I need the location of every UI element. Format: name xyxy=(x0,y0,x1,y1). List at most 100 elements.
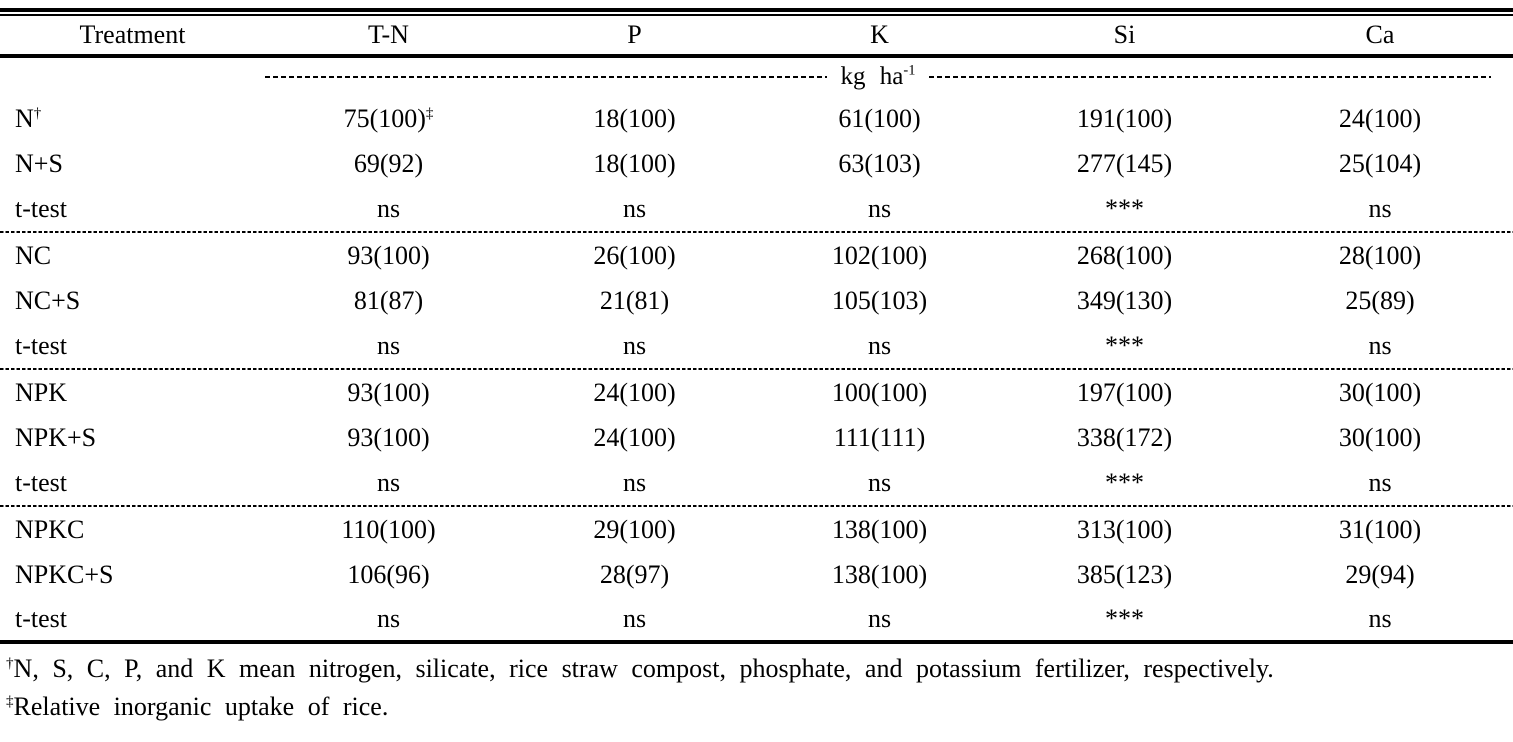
unit-dash-left xyxy=(265,76,827,78)
block-separator-row xyxy=(0,231,1513,233)
value-cell: ns xyxy=(622,193,647,223)
table-row: NC+S 81(87) 21(81) 105(103) 349(130) 25(89) xyxy=(0,278,1513,323)
value-cell: 30(100) xyxy=(1338,422,1422,452)
value-cell: 93(100) xyxy=(347,377,430,407)
value-cell: 18(100) xyxy=(593,103,676,133)
value-cell: 24(100) xyxy=(1338,103,1422,133)
value-cell: 24(100) xyxy=(593,422,676,452)
block-separator-row xyxy=(0,505,1513,507)
value-cell: ns xyxy=(376,467,401,497)
value-cell: ns xyxy=(1368,330,1392,360)
column-header-si: Si xyxy=(1002,16,1247,58)
value-cell: 29(94) xyxy=(1345,559,1415,589)
uptake-table: Treatment T-N P K Si Ca kg ha-1 N† 75(1 xyxy=(0,16,1513,644)
value-cell: 25(89) xyxy=(1345,285,1415,315)
treatment-cell: t-test xyxy=(15,330,67,360)
value-cell: 24(100) xyxy=(593,377,676,407)
unit-dash-right xyxy=(929,76,1492,78)
table-top-rule-thick xyxy=(0,8,1513,12)
value-cell: 100(100) xyxy=(831,377,928,407)
table-row: NC 93(100) 26(100) 102(100) 268(100) 28(100) xyxy=(0,233,1513,278)
table-row: N† 75(100)‡ 18(100) 61(100) 191(100) 24(100) xyxy=(0,96,1513,141)
value-cell: 29(100) xyxy=(593,514,676,544)
value-cell: 25(104) xyxy=(1338,148,1422,178)
value-cell: 69(92) xyxy=(353,148,424,178)
unit-exponent: -1 xyxy=(903,62,916,79)
footnote-dagger-text: N, S, C, P, and K mean nitrogen, silicat… xyxy=(13,654,1274,683)
value-cell: 75(100)‡ xyxy=(343,103,434,133)
table-row-ttest: t-test ns ns ns *** ns xyxy=(0,460,1513,505)
treatment-cell: t-test xyxy=(15,603,67,633)
footnotes: †N, S, C, P, and K mean nitrogen, silica… xyxy=(0,650,1513,726)
column-header-p: P xyxy=(512,16,757,58)
paper-table-page: Treatment T-N P K Si Ca kg ha-1 N† 75(1 xyxy=(0,8,1513,726)
value-cell: 93(100) xyxy=(347,240,430,270)
table-row-ttest: t-test ns ns ns *** ns xyxy=(0,186,1513,231)
unit-row-cell: kg ha-1 xyxy=(265,56,1513,96)
table-row: NPKC 110(100) 29(100) 138(100) 313(100) 31(10… xyxy=(0,507,1513,552)
footnote-dagger: †N, S, C, P, and K mean nitrogen, silica… xyxy=(6,650,1513,688)
value-cell: 138(100) xyxy=(831,514,928,544)
value-cell: 313(100) xyxy=(1076,514,1173,544)
value-cell: ns xyxy=(867,193,892,223)
table-row: NPK 93(100) 24(100) 100(100) 197(100) 30(100) xyxy=(0,370,1513,415)
value-cell: ns xyxy=(867,467,892,497)
treatment-cell: t-test xyxy=(15,193,67,223)
treatment-cell: NPK xyxy=(15,377,68,407)
value-cell: ns xyxy=(867,330,892,360)
value-cell: 110(100) xyxy=(341,514,436,544)
treatment-cell: NPKC+S xyxy=(15,559,114,589)
value-cell: 18(100) xyxy=(593,148,676,178)
treatment-cell: N+S xyxy=(15,148,63,178)
value-cell: ns xyxy=(1368,603,1392,633)
value-cell: 63(103) xyxy=(838,148,921,178)
value-cell: ns xyxy=(376,330,401,360)
value-cell: 349(130) xyxy=(1076,285,1173,315)
unit-label: kg ha-1 xyxy=(840,62,916,90)
value-cell: 268(100) xyxy=(1076,240,1173,270)
dagger-symbol: † xyxy=(6,655,14,672)
treatment-cell: NC xyxy=(15,240,52,270)
value-cell: 30(100) xyxy=(1338,377,1422,407)
footnote-double-dagger-text: Relative inorganic uptake of rice. xyxy=(13,692,389,721)
value-cell: ns xyxy=(622,603,647,633)
superscript-marker: † xyxy=(33,104,42,121)
column-header-tn: T-N xyxy=(265,16,512,58)
value-cell: 21(81) xyxy=(599,285,670,315)
value-cell: 385(123) xyxy=(1076,559,1173,589)
value-cell: 277(145) xyxy=(1076,148,1173,178)
value-cell: 61(100) xyxy=(838,103,921,133)
table-row: N+S 69(92) 18(100) 63(103) 277(145) 25(104) xyxy=(0,141,1513,186)
treatment-cell: NPK+S xyxy=(15,422,97,452)
treatment-cell: NPKC xyxy=(15,514,85,544)
footnote-double-dagger: ‡Relative inorganic uptake of rice. xyxy=(6,688,1513,726)
value-cell: 191(100) xyxy=(1076,103,1173,133)
table-row-ttest: t-test ns ns ns *** ns xyxy=(0,323,1513,368)
column-header-ca: Ca xyxy=(1247,16,1513,58)
value-cell: 93(100) xyxy=(347,422,430,452)
table-row: NPKC+S 106(96) 28(97) 138(100) 385(123) 29(94… xyxy=(0,552,1513,597)
value-cell: ns xyxy=(1368,193,1392,223)
table-row: NPK+S 93(100) 24(100) 111(111) 338(172) 30(10… xyxy=(0,415,1513,460)
value-cell: 28(97) xyxy=(599,559,670,589)
unit-row: kg ha-1 xyxy=(0,56,1513,96)
value-cell: *** xyxy=(1105,330,1144,360)
treatment-cell: t-test xyxy=(15,467,67,497)
block-separator-row xyxy=(0,368,1513,370)
table-header-row: Treatment T-N P K Si Ca xyxy=(0,16,1513,58)
value-cell: *** xyxy=(1105,603,1144,633)
dashed-divider xyxy=(0,368,1513,370)
value-cell: 138(100) xyxy=(831,559,928,589)
treatment-cell: NC+S xyxy=(15,285,81,315)
superscript-marker: ‡ xyxy=(425,104,434,121)
value-cell: ns xyxy=(376,603,401,633)
value-cell: 81(87) xyxy=(353,285,424,315)
value-cell: 26(100) xyxy=(593,240,676,270)
value-cell: *** xyxy=(1105,193,1144,223)
value-cell: ns xyxy=(622,330,647,360)
dashed-divider xyxy=(0,231,1513,233)
value-cell: 102(100) xyxy=(831,240,928,270)
unit-row-empty-cell xyxy=(0,56,265,96)
value-cell: 197(100) xyxy=(1076,377,1173,407)
value-cell: 338(172) xyxy=(1076,422,1173,452)
